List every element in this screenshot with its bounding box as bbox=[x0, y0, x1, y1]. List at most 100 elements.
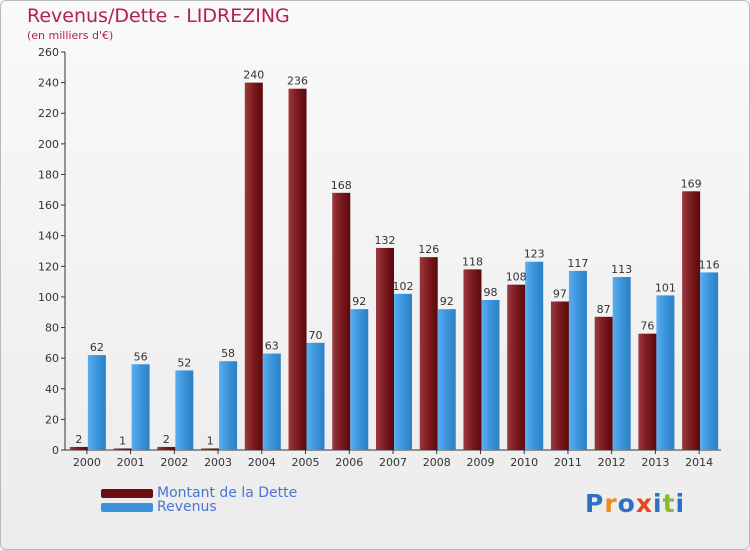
data-label-debt: 87 bbox=[597, 303, 611, 316]
data-label-debt: 97 bbox=[553, 288, 567, 301]
bar-debt bbox=[288, 88, 307, 450]
data-label-revenus: 102 bbox=[393, 280, 414, 293]
data-label-revenus: 62 bbox=[90, 341, 104, 354]
x-tick-label: 2009 bbox=[466, 456, 494, 469]
x-tick-label: 2004 bbox=[248, 456, 276, 469]
x-tick-label: 2005 bbox=[292, 456, 320, 469]
proxiti-logo: Proxiti bbox=[585, 489, 685, 518]
bar-revenus bbox=[700, 272, 719, 450]
chart-subtitle: (en milliers d'€) bbox=[27, 29, 114, 42]
y-tick-label: 160 bbox=[38, 199, 59, 212]
bar-debt bbox=[682, 191, 701, 451]
data-label-debt: 1 bbox=[207, 434, 214, 447]
x-tick-label: 2014 bbox=[685, 456, 713, 469]
legend-label-debt: Montant de la Dette bbox=[157, 485, 298, 501]
data-label-debt: 240 bbox=[243, 69, 264, 82]
x-tick-label: 2011 bbox=[554, 456, 582, 469]
data-label-revenus: 117 bbox=[567, 257, 588, 270]
bar-debt bbox=[201, 448, 220, 450]
data-label-revenus: 52 bbox=[177, 356, 191, 369]
bar-debt bbox=[376, 247, 394, 450]
x-tick-label: 2001 bbox=[117, 456, 145, 469]
bar-revenus bbox=[87, 355, 106, 450]
data-label-revenus: 101 bbox=[655, 281, 676, 294]
y-tick-label: 120 bbox=[38, 260, 59, 273]
data-labels: 2 1 2 1 240 236 168 132 126 118 108 97 87 76 169 62 56 52… bbox=[75, 69, 719, 448]
data-label-revenus: 123 bbox=[524, 248, 545, 261]
bar-debt bbox=[550, 301, 569, 450]
data-label-debt: 126 bbox=[418, 243, 439, 256]
bar-revenus bbox=[481, 299, 500, 450]
y-tick-label: 180 bbox=[38, 168, 59, 181]
data-label-debt: 118 bbox=[462, 255, 483, 268]
bar-revenus bbox=[437, 309, 456, 450]
data-label-revenus: 92 bbox=[440, 295, 454, 308]
y-tick-label: 40 bbox=[45, 383, 59, 396]
data-label-debt: 168 bbox=[331, 179, 352, 192]
bar-debt bbox=[113, 448, 132, 450]
logo-letter: o bbox=[617, 489, 636, 518]
data-label-revenus: 56 bbox=[134, 350, 148, 363]
data-label-revenus: 70 bbox=[309, 329, 323, 342]
bar-debt bbox=[594, 316, 613, 450]
data-label-revenus: 116 bbox=[699, 258, 720, 271]
x-tick-label: 2013 bbox=[641, 456, 669, 469]
y-tick-label: 20 bbox=[45, 413, 59, 426]
y-tick-label: 60 bbox=[45, 352, 59, 365]
x-tick-label: 2007 bbox=[379, 456, 407, 469]
x-tick-label: 2012 bbox=[598, 456, 626, 469]
bar-revenus bbox=[656, 295, 675, 450]
data-label-revenus: 113 bbox=[611, 263, 632, 276]
bar-debt bbox=[638, 333, 657, 450]
logo-letter: i bbox=[653, 489, 663, 518]
x-tick-label: 2010 bbox=[510, 456, 538, 469]
bar-debt bbox=[157, 446, 176, 450]
data-label-debt: 236 bbox=[287, 75, 308, 88]
logo-letter: r bbox=[604, 489, 618, 518]
legend-label-revenus: Revenus bbox=[157, 499, 217, 515]
data-label-debt: 2 bbox=[163, 433, 170, 446]
bar-revenus bbox=[262, 353, 281, 450]
bar-debt bbox=[507, 284, 526, 450]
data-label-debt: 76 bbox=[640, 320, 654, 333]
data-label-revenus: 63 bbox=[265, 340, 279, 353]
x-tick-label: 2003 bbox=[204, 456, 232, 469]
data-label-debt: 132 bbox=[375, 234, 396, 247]
x-tick-label: 2006 bbox=[335, 456, 363, 469]
logo-letter: x bbox=[635, 489, 653, 518]
bar-revenus bbox=[306, 342, 325, 450]
data-label-debt: 1 bbox=[119, 434, 126, 447]
bar-revenus bbox=[568, 270, 587, 450]
y-tick-label: 260 bbox=[38, 46, 59, 59]
x-tick-label: 2000 bbox=[73, 456, 101, 469]
bar-debt bbox=[69, 446, 88, 450]
bar-revenus bbox=[131, 364, 150, 450]
legend-swatch-debt bbox=[101, 489, 153, 498]
bar-revenus bbox=[612, 277, 631, 450]
bar-revenus bbox=[350, 309, 369, 450]
bar-debt bbox=[332, 192, 351, 451]
data-label-debt: 2 bbox=[75, 433, 82, 446]
data-label-revenus: 98 bbox=[483, 286, 497, 299]
y-tick-label: 220 bbox=[38, 107, 59, 120]
data-label-revenus: 58 bbox=[221, 347, 235, 360]
bar-revenus bbox=[219, 361, 238, 450]
y-tick-label: 80 bbox=[45, 322, 59, 335]
bar-revenus bbox=[175, 370, 194, 450]
logo-letter: i bbox=[675, 489, 686, 518]
bar-debt bbox=[463, 269, 482, 450]
data-label-debt: 169 bbox=[681, 177, 702, 190]
logo-letter: t bbox=[662, 489, 676, 518]
y-tick-label: 100 bbox=[38, 291, 59, 304]
y-tick-label: 0 bbox=[52, 444, 59, 457]
chart-title: Revenus/Dette - LIDREZING bbox=[27, 5, 290, 27]
y-tick-label: 240 bbox=[38, 77, 59, 90]
bars bbox=[69, 82, 719, 451]
x-tick-label: 2008 bbox=[423, 456, 451, 469]
data-label-revenus: 92 bbox=[352, 295, 366, 308]
bar-debt bbox=[419, 257, 438, 450]
y-tick-label: 200 bbox=[38, 138, 59, 151]
bar-revenus bbox=[525, 261, 544, 450]
